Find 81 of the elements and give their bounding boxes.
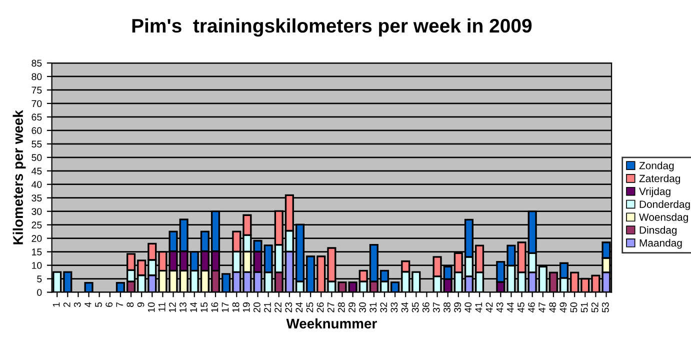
x-tick-label: 40 bbox=[464, 302, 472, 313]
y-tick-label: 25 bbox=[32, 222, 42, 228]
x-tick-label: 46 bbox=[528, 302, 535, 313]
x-tick-label: 3 bbox=[74, 302, 81, 308]
x-tick-label: 49 bbox=[560, 302, 567, 313]
y-axis-title: Kilometers per week bbox=[12, 110, 26, 244]
x-tick-label: 10 bbox=[148, 302, 155, 312]
x-tick-label: 38 bbox=[444, 302, 450, 312]
x-tick-label: 24 bbox=[296, 302, 303, 312]
x-tick-label: 34 bbox=[401, 302, 408, 312]
chart-title: Pim's trainingskilometers per week in 2009 bbox=[132, 18, 532, 37]
x-tick-label: 8 bbox=[126, 302, 134, 307]
legend-label: Maandag bbox=[640, 238, 682, 249]
x-tick-label: 42 bbox=[486, 302, 493, 313]
x-tick-label: 36 bbox=[422, 302, 430, 312]
x-tick-label: 28 bbox=[338, 302, 345, 312]
x-tick-label: 21 bbox=[264, 302, 271, 312]
legend-label: Dinsdag bbox=[640, 226, 677, 236]
x-tick-label: 26 bbox=[316, 302, 324, 312]
y-tick-label: 15 bbox=[32, 248, 42, 256]
x-tick-label: 15 bbox=[200, 302, 208, 312]
y-tick-label: 70 bbox=[32, 100, 42, 108]
x-tick-label: 17 bbox=[222, 302, 229, 312]
x-tick-label: 27 bbox=[327, 302, 334, 312]
x-tick-label: 50 bbox=[570, 302, 578, 312]
x-tick-label: 18 bbox=[232, 302, 240, 312]
x-tick-label: 19 bbox=[242, 302, 250, 312]
y-tick-label: 40 bbox=[32, 181, 42, 188]
x-tick-label: 25 bbox=[306, 302, 314, 312]
x-tick-label: 7 bbox=[116, 302, 123, 307]
x-axis-title: Weeknummer bbox=[286, 318, 377, 329]
x-tick-label: 39 bbox=[454, 302, 462, 312]
x-tick-label: 44 bbox=[507, 302, 514, 313]
y-tick-label: 75 bbox=[32, 86, 42, 94]
y-tick-label: 55 bbox=[32, 140, 42, 148]
y-tick-label: 20 bbox=[32, 235, 42, 242]
x-tick-label: 6 bbox=[106, 302, 113, 307]
legend-label: Vrijdag bbox=[639, 187, 670, 198]
x-tick-label: 23 bbox=[285, 302, 292, 312]
legend-label: Zaterdag bbox=[639, 174, 680, 184]
x-tick-label: 1 bbox=[52, 302, 60, 307]
x-tick-label: 22 bbox=[274, 302, 282, 312]
legend-label: Woensdag bbox=[639, 213, 688, 223]
x-tick-label: 41 bbox=[475, 302, 482, 313]
y-tick-label: 0 bbox=[37, 288, 42, 296]
legend-label: Zondag bbox=[639, 162, 674, 172]
x-tick-label: 53 bbox=[602, 302, 609, 312]
x-tick-label: 43 bbox=[496, 302, 504, 313]
x-tick-label: 14 bbox=[190, 302, 197, 312]
x-tick-label: 29 bbox=[348, 302, 356, 312]
y-tick-label: 35 bbox=[32, 194, 42, 202]
x-tick-label: 45 bbox=[518, 302, 524, 313]
legend-label: Donderdag bbox=[640, 200, 690, 210]
x-tick-label: 37 bbox=[433, 302, 440, 312]
x-tick-label: 47 bbox=[538, 302, 546, 313]
x-tick-label: 31 bbox=[370, 302, 377, 312]
x-tick-label: 33 bbox=[390, 302, 398, 312]
x-tick-label: 5 bbox=[95, 302, 102, 307]
x-tick-label: 51 bbox=[580, 302, 588, 312]
x-tick-label: 4 bbox=[84, 302, 92, 308]
x-tick-label: 16 bbox=[211, 302, 218, 312]
x-tick-label: 12 bbox=[168, 302, 176, 312]
y-tick-label: 30 bbox=[32, 208, 42, 215]
y-tick-label: 10 bbox=[32, 262, 42, 269]
y-tick-label: 50 bbox=[32, 154, 42, 162]
y-tick-label: 85 bbox=[32, 60, 42, 67]
x-tick-label: 32 bbox=[380, 302, 388, 312]
x-tick-label: 48 bbox=[549, 302, 556, 313]
x-tick-label: 30 bbox=[359, 302, 366, 312]
x-tick-label: 11 bbox=[158, 302, 166, 312]
y-tick-label: 65 bbox=[32, 114, 42, 121]
y-tick-label: 45 bbox=[32, 168, 42, 174]
y-tick-label: 80 bbox=[32, 73, 42, 80]
y-tick-label: 5 bbox=[37, 276, 42, 282]
x-tick-label: 9 bbox=[137, 302, 144, 307]
x-tick-label: 13 bbox=[180, 302, 186, 312]
y-tick-label: 60 bbox=[32, 127, 42, 134]
x-tick-label: 35 bbox=[412, 302, 419, 312]
x-tick-label: 20 bbox=[253, 302, 260, 312]
x-tick-label: 2 bbox=[63, 302, 70, 307]
x-tick-label: 52 bbox=[591, 302, 598, 312]
